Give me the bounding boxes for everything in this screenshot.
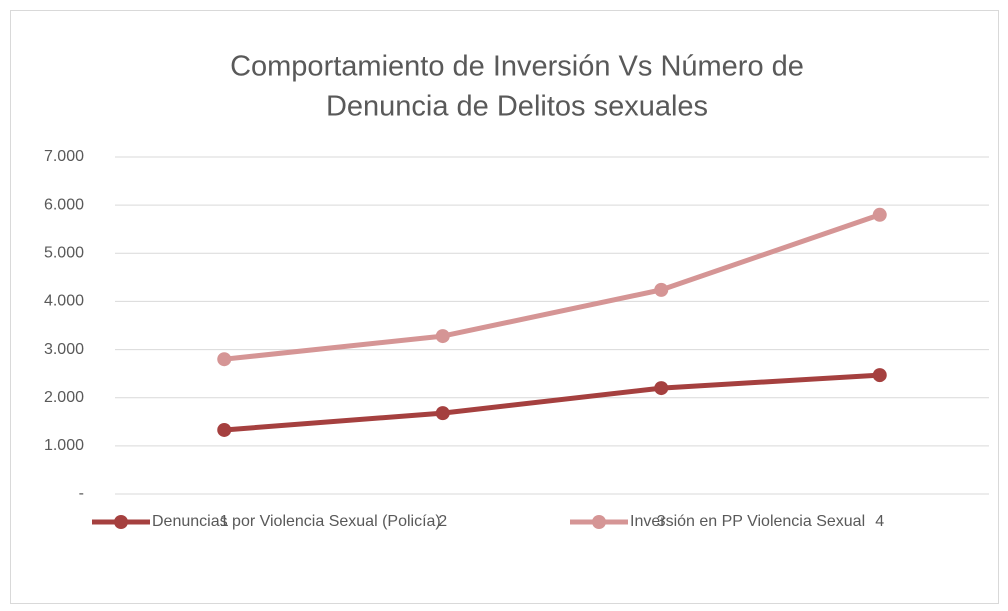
- series-line: [221, 372, 883, 433]
- data-point: [217, 352, 232, 367]
- x-tick-label: 4: [875, 513, 884, 530]
- data-point: [654, 282, 669, 297]
- chart-title: Comportamiento de Inversión Vs Número de: [230, 51, 804, 83]
- series-line: [221, 212, 883, 362]
- data-point: [654, 381, 669, 396]
- data-point: [435, 406, 450, 421]
- legend-marker: [114, 515, 128, 529]
- y-tick-label: 6.000: [44, 196, 84, 213]
- legend-marker: [592, 515, 606, 529]
- y-tick-label: 1.000: [44, 437, 84, 454]
- legend-label: Inversión en PP Violencia Sexual: [630, 513, 865, 530]
- data-point: [872, 368, 887, 383]
- y-tick-label: 5.000: [44, 245, 84, 262]
- y-tick-label: -: [79, 485, 84, 502]
- legend-label: Denuncias por Violencia Sexual (Policía): [152, 513, 441, 530]
- data-point: [217, 422, 232, 437]
- data-point: [435, 329, 450, 344]
- chart-border: [10, 10, 999, 604]
- y-tick-label: 7.000: [44, 148, 84, 165]
- y-tick-label: 4.000: [44, 293, 84, 310]
- chart-title: Denuncia de Delitos sexuales: [326, 91, 708, 123]
- data-point: [872, 207, 887, 222]
- x-tick-label: 1: [220, 513, 229, 530]
- y-tick-label: 2.000: [44, 389, 84, 406]
- y-tick-label: 3.000: [44, 341, 84, 358]
- x-tick-label: 3: [657, 513, 666, 530]
- x-tick-label: 2: [438, 513, 447, 530]
